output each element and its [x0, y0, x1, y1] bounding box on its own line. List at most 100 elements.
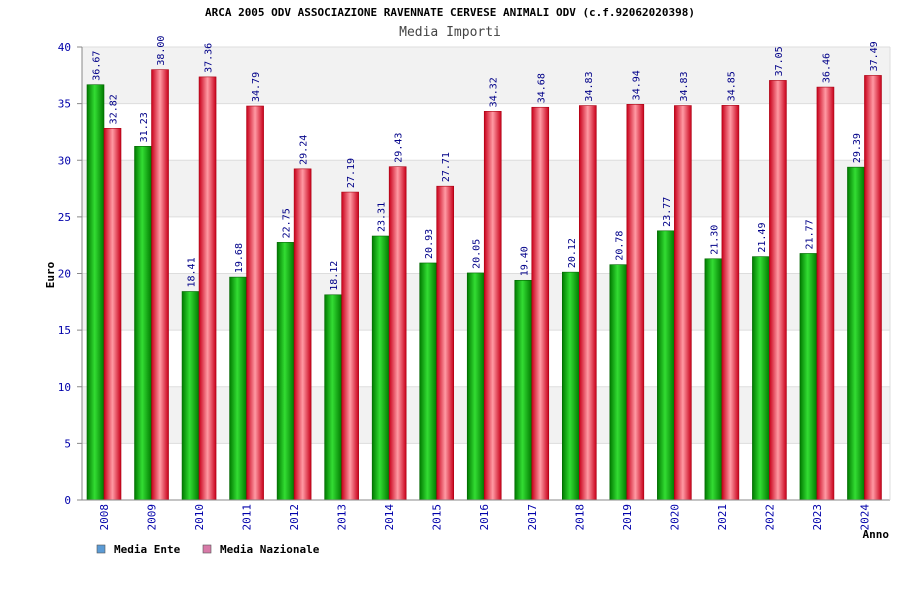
data-label: 18.12 — [329, 261, 340, 291]
data-label: 27.19 — [346, 158, 357, 188]
x-tick-label: 2016 — [478, 504, 491, 531]
bar-media-ente — [466, 272, 485, 501]
data-label: 20.78 — [614, 231, 625, 261]
x-axis-label: Anno — [863, 528, 890, 541]
x-tick-label: 2020 — [668, 504, 681, 531]
bar-media-nazionale — [293, 168, 312, 501]
y-axis-label: Euro — [44, 261, 57, 288]
data-label: 19.68 — [234, 243, 245, 273]
x-tick-label: 2024 — [858, 504, 871, 531]
bar-media-ente — [799, 253, 818, 501]
data-label: 23.31 — [377, 202, 388, 232]
legend-label: Media Nazionale — [220, 543, 320, 556]
bar-media-ente — [229, 276, 247, 501]
bar-media-ente — [276, 242, 295, 501]
bar-media-ente — [847, 166, 865, 501]
x-tick-label: 2009 — [146, 504, 159, 531]
x-tick-label: 2015 — [431, 504, 444, 531]
y-tick-label: 0 — [64, 494, 71, 507]
x-tick-label: 2017 — [526, 504, 539, 531]
bar-media-nazionale — [674, 105, 692, 501]
legend-label: Media Ente — [114, 543, 181, 556]
bar-media-nazionale — [769, 80, 787, 501]
data-label: 34.83 — [584, 71, 595, 101]
x-tick-label: 2010 — [193, 504, 206, 531]
data-label: 34.68 — [536, 73, 547, 103]
legend: Media Ente Media Nazionale — [96, 543, 320, 556]
data-label: 34.32 — [489, 77, 500, 107]
data-label: 37.49 — [869, 41, 880, 71]
bar-media-ente — [324, 294, 342, 501]
bar-media-ente — [419, 262, 438, 501]
bar-media-nazionale — [531, 106, 550, 501]
y-tick-label: 20 — [58, 268, 71, 281]
bar-media-nazionale — [721, 105, 740, 501]
data-label: 27.71 — [441, 152, 452, 182]
data-label: 34.79 — [251, 72, 262, 102]
bar-media-nazionale — [388, 166, 407, 501]
bar-media-ente — [657, 230, 675, 501]
x-tick-label: 2013 — [336, 504, 349, 531]
bar-media-ente — [514, 279, 533, 501]
y-tick-label: 15 — [58, 324, 71, 337]
data-label: 19.40 — [519, 246, 530, 276]
data-label: 36.67 — [92, 51, 103, 81]
y-tick-label: 10 — [58, 381, 71, 394]
bar-media-ente — [561, 271, 580, 501]
data-label: 29.24 — [299, 135, 310, 165]
data-label: 34.94 — [631, 70, 642, 100]
bar-media-nazionale — [578, 105, 597, 501]
x-tick-label: 2014 — [383, 504, 396, 531]
data-label: 29.39 — [852, 133, 863, 163]
bar-media-ente — [371, 235, 390, 501]
bar-media-ente — [134, 146, 152, 501]
y-tick-label: 35 — [58, 98, 71, 111]
bar-media-nazionale — [436, 185, 455, 501]
bar-media-ente — [752, 256, 770, 501]
chart-title: ARCA 2005 ODV ASSOCIAZIONE RAVENNATE CER… — [204, 6, 696, 19]
data-label: 20.05 — [472, 239, 483, 269]
bar-media-nazionale — [103, 128, 122, 501]
data-label: 37.05 — [774, 46, 785, 76]
data-label: 20.12 — [567, 238, 578, 268]
bar-media-ente — [181, 291, 200, 501]
y-tick-label: 30 — [58, 154, 71, 167]
data-label: 31.23 — [139, 112, 150, 142]
data-label: 29.43 — [394, 133, 405, 163]
x-tick-label: 2019 — [621, 504, 634, 531]
x-tick-label: 2023 — [811, 504, 824, 531]
data-label: 22.75 — [282, 208, 293, 238]
bar-media-nazionale — [864, 75, 882, 501]
bar-media-nazionale — [246, 105, 264, 501]
plot-band — [82, 47, 890, 104]
bars — [86, 69, 882, 501]
data-label: 23.77 — [662, 197, 673, 227]
data-label: 37.36 — [204, 43, 215, 73]
data-label: 18.41 — [187, 257, 198, 287]
x-tick-label: 2021 — [716, 504, 729, 531]
legend-swatch — [202, 544, 212, 554]
bar-media-nazionale — [151, 69, 169, 501]
y-axis: 0 5 10 15 20 25 30 35 40 — [58, 41, 83, 507]
bar-media-ente — [609, 264, 628, 501]
bar-media-nazionale — [198, 76, 217, 501]
bar-media-nazionale — [341, 191, 359, 501]
y-tick-label: 40 — [58, 41, 71, 54]
bar-media-nazionale — [816, 86, 835, 501]
data-label: 34.83 — [679, 71, 690, 101]
chart-subtitle: Media Importi — [399, 25, 501, 40]
x-tick-label: 2011 — [241, 504, 254, 531]
bar-media-nazionale — [626, 104, 645, 501]
bar-media-ente — [704, 258, 723, 501]
x-tick-label: 2012 — [288, 504, 301, 531]
y-tick-label: 5 — [64, 437, 71, 450]
legend-swatch — [96, 544, 106, 554]
bar-labels: 36.67 32.82 31.23 38.00 18.41 37.36 19.68 34.79… — [92, 36, 880, 291]
data-label: 21.77 — [804, 219, 815, 249]
data-label: 21.49 — [757, 223, 768, 253]
x-tick-label: 2018 — [573, 504, 586, 531]
data-label: 36.46 — [821, 53, 832, 83]
x-tick-label: 2008 — [98, 504, 111, 531]
data-label: 20.93 — [424, 229, 435, 259]
